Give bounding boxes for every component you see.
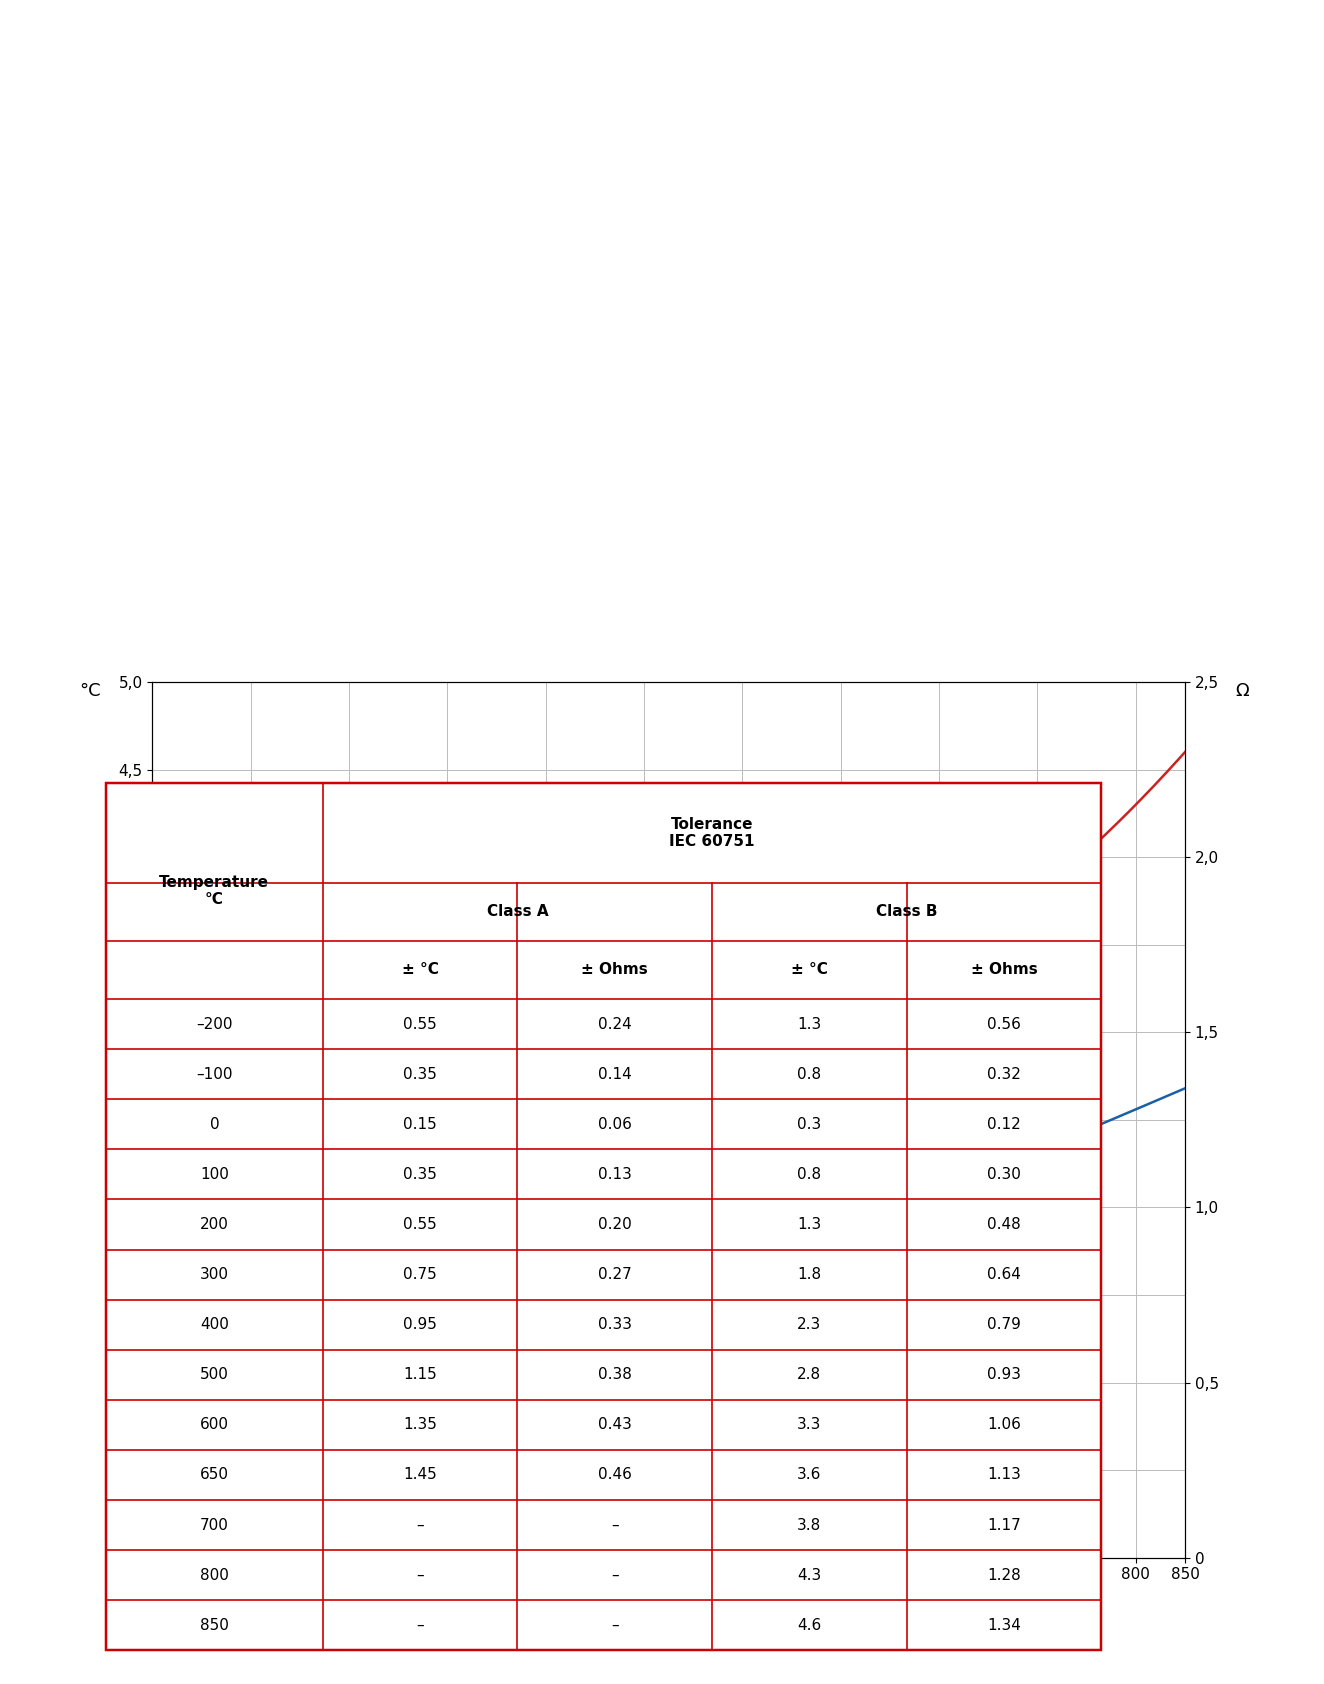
Text: 3.6: 3.6 — [797, 1467, 822, 1482]
Text: 0.3: 0.3 — [797, 1116, 821, 1132]
Text: –: – — [610, 1568, 618, 1583]
Text: –100: –100 — [196, 1066, 233, 1081]
Text: Class A: Class A — [487, 904, 548, 919]
Text: 200: 200 — [200, 1218, 229, 1233]
Text: 1.28: 1.28 — [988, 1568, 1021, 1583]
Text: 0.95: 0.95 — [404, 1317, 437, 1332]
Text: –: – — [416, 1568, 424, 1583]
Text: 0.35: 0.35 — [404, 1167, 437, 1182]
Text: 1.17: 1.17 — [988, 1517, 1021, 1532]
Text: 0.30: 0.30 — [988, 1167, 1021, 1182]
Bar — [106, 783, 1102, 1650]
Text: 0.27: 0.27 — [598, 1266, 632, 1282]
Text: 0.48: 0.48 — [988, 1218, 1021, 1233]
Text: 2.3: 2.3 — [797, 1317, 821, 1332]
Text: Class B: Class B — [876, 904, 937, 919]
Text: 1.34: 1.34 — [988, 1618, 1021, 1633]
Text: ± °C: ± °C — [401, 963, 438, 977]
Text: 0.33: 0.33 — [597, 1317, 632, 1332]
Text: 0.55: 0.55 — [404, 1017, 437, 1032]
Text: 400: 400 — [200, 1317, 229, 1332]
Text: 0.8: 0.8 — [797, 1066, 821, 1081]
X-axis label: °C: °C — [658, 1591, 679, 1608]
Text: 0.64: 0.64 — [988, 1266, 1021, 1282]
Text: 0.35: 0.35 — [404, 1066, 437, 1081]
Text: Class A (°C): Class A (°C) — [850, 1310, 933, 1349]
Text: 0.24: 0.24 — [598, 1017, 632, 1032]
Text: Tolerance
IEC 60751: Tolerance IEC 60751 — [670, 817, 755, 849]
Text: 1.8: 1.8 — [797, 1266, 821, 1282]
Text: 650: 650 — [200, 1467, 229, 1482]
Text: 4.6: 4.6 — [797, 1618, 821, 1633]
Text: ± Ohms: ± Ohms — [970, 963, 1038, 977]
Text: 0.79: 0.79 — [988, 1317, 1021, 1332]
Text: 100: 100 — [200, 1167, 229, 1182]
Text: –: – — [416, 1517, 424, 1532]
Y-axis label: Ω: Ω — [1235, 682, 1249, 701]
Text: –: – — [610, 1517, 618, 1532]
Text: ± °C: ± °C — [790, 963, 828, 977]
Text: 0.38: 0.38 — [598, 1367, 632, 1383]
Text: 0.46: 0.46 — [598, 1467, 632, 1482]
Text: 1.15: 1.15 — [404, 1367, 437, 1383]
Text: Temperature
°C: Temperature °C — [159, 874, 269, 908]
Text: –: – — [610, 1618, 618, 1633]
Text: Class B (Ω): Class B (Ω) — [718, 1216, 789, 1268]
Text: 0.93: 0.93 — [986, 1367, 1021, 1383]
Text: 4.3: 4.3 — [797, 1568, 821, 1583]
Text: 500: 500 — [200, 1367, 229, 1383]
Text: 3.8: 3.8 — [797, 1517, 821, 1532]
Text: 1.13: 1.13 — [988, 1467, 1021, 1482]
Text: 0.14: 0.14 — [598, 1066, 632, 1081]
Text: 0.13: 0.13 — [598, 1167, 632, 1182]
Text: 300: 300 — [200, 1266, 229, 1282]
Text: –200: –200 — [196, 1017, 233, 1032]
Text: 0.43: 0.43 — [598, 1418, 632, 1433]
Text: 0.12: 0.12 — [988, 1116, 1021, 1132]
Text: –: – — [416, 1618, 424, 1633]
Text: 1.3: 1.3 — [797, 1017, 821, 1032]
Text: 600: 600 — [200, 1418, 229, 1433]
Text: 0: 0 — [209, 1116, 220, 1132]
Text: 0.55: 0.55 — [404, 1218, 437, 1233]
Text: 0.56: 0.56 — [988, 1017, 1021, 1032]
Text: 1.06: 1.06 — [988, 1418, 1021, 1433]
Text: 0.8: 0.8 — [797, 1167, 821, 1182]
Text: 700: 700 — [200, 1517, 229, 1532]
Y-axis label: °C: °C — [79, 682, 101, 701]
Text: 2.8: 2.8 — [797, 1367, 821, 1383]
Text: ± Ohms: ± Ohms — [581, 963, 649, 977]
Text: Class A (Ω): Class A (Ω) — [850, 1416, 928, 1440]
Text: 1.45: 1.45 — [404, 1467, 437, 1482]
Text: 1.35: 1.35 — [404, 1418, 437, 1433]
Text: 0.32: 0.32 — [988, 1066, 1021, 1081]
Text: 0.15: 0.15 — [404, 1116, 437, 1132]
Text: 1.3: 1.3 — [797, 1218, 821, 1233]
Text: 0.06: 0.06 — [598, 1116, 632, 1132]
Text: 0.20: 0.20 — [598, 1218, 632, 1233]
Text: 0.75: 0.75 — [404, 1266, 437, 1282]
Text: 850: 850 — [200, 1618, 229, 1633]
Text: 800: 800 — [200, 1568, 229, 1583]
Text: Class B (°C): Class B (°C) — [565, 1160, 628, 1234]
Text: 3.3: 3.3 — [797, 1418, 822, 1433]
